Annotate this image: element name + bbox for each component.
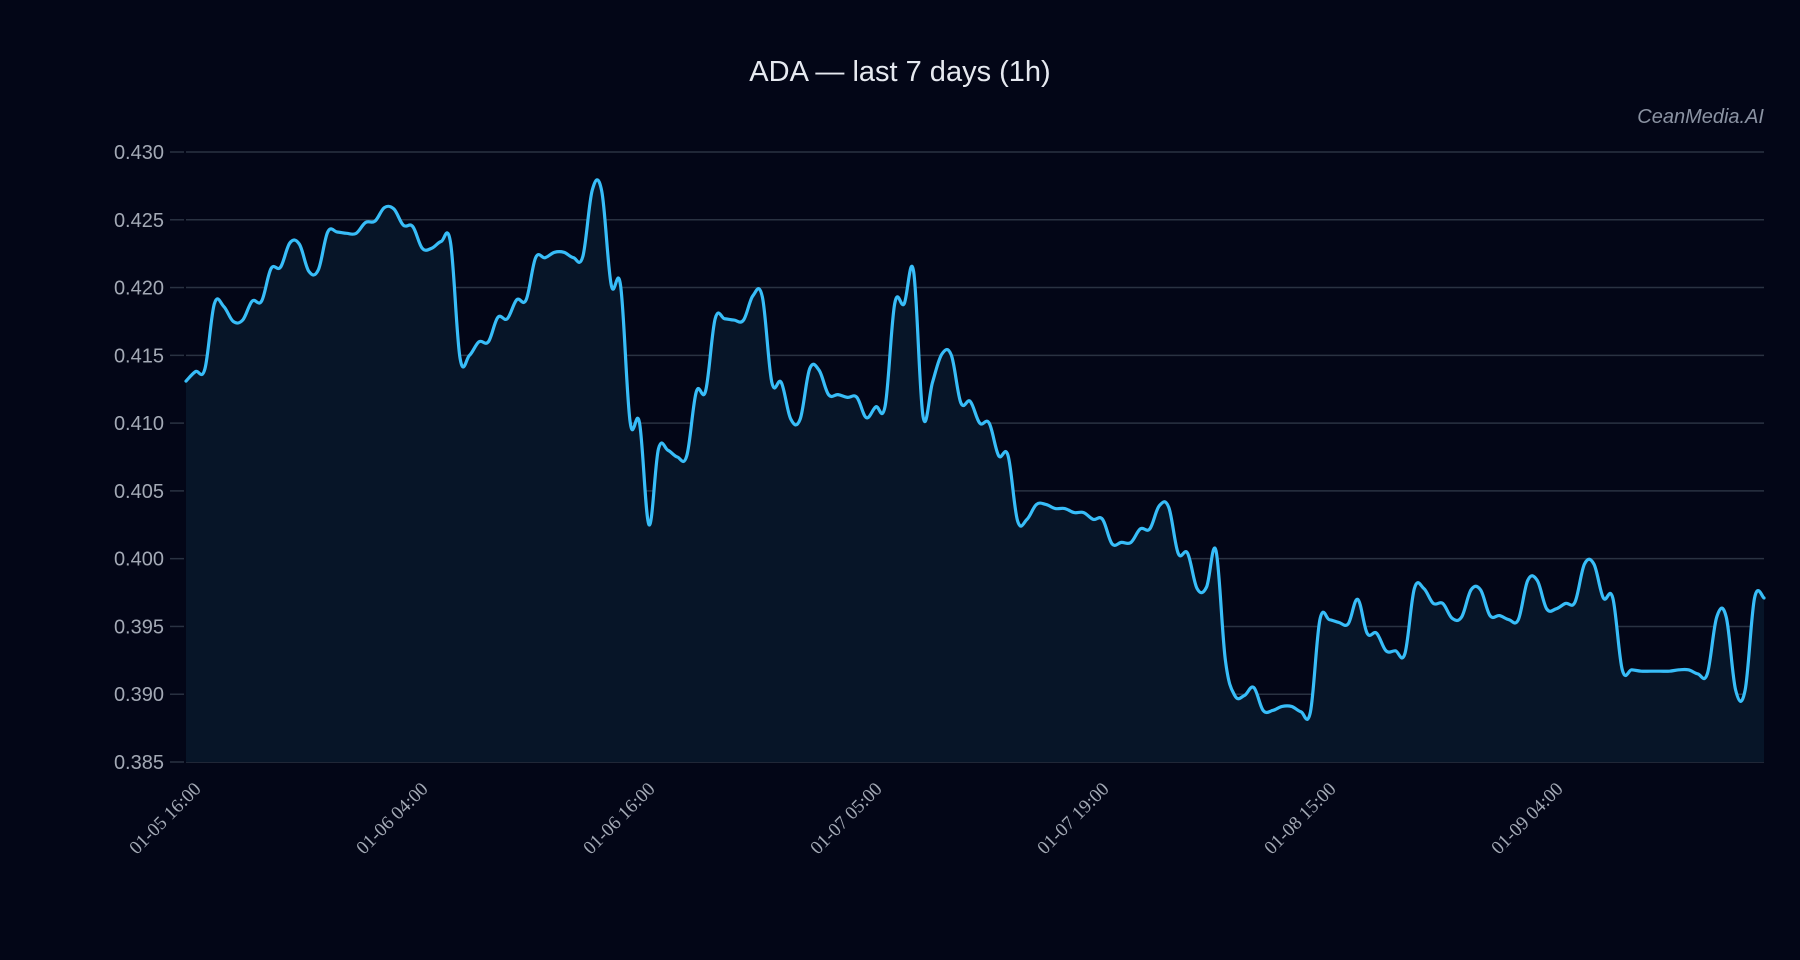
x-tick-label: 01-05 16:00 <box>125 779 205 859</box>
y-tick-label: 0.390 <box>114 684 164 706</box>
chart-title: ADA — last 7 days (1h) <box>749 56 1051 88</box>
y-tick-label: 0.410 <box>114 413 164 435</box>
x-tick-label: 01-06 16:00 <box>579 779 659 859</box>
y-tick-label: 0.405 <box>114 481 164 503</box>
x-tick-label: 01-07 19:00 <box>1033 779 1113 859</box>
y-tick-label: 0.415 <box>114 345 164 367</box>
x-tick-label: 01-09 04:00 <box>1487 779 1567 859</box>
y-tick-label: 0.420 <box>114 278 164 300</box>
y-axis: 0.385 0.390 0.395 0.400 0.405 0.410 0.415 0.420… <box>114 142 184 774</box>
y-tick-label: 0.395 <box>114 616 164 638</box>
x-axis: 01-05 16:00 01-06 04:00 01-06 16:00 01-07 0… <box>125 779 1567 859</box>
area-fill <box>186 179 1764 763</box>
x-tick-label: 01-08 15:00 <box>1260 779 1340 859</box>
y-tick-label: 0.400 <box>114 549 164 571</box>
x-tick-label: 01-07 05:00 <box>806 779 886 859</box>
y-tick-label: 0.385 <box>114 752 164 774</box>
x-tick-label: 01-06 04:00 <box>352 779 432 859</box>
watermark: CeanMedia.AI <box>1637 106 1764 128</box>
price-line <box>184 178 1766 721</box>
y-tick-label: 0.425 <box>114 210 164 232</box>
y-tick-label: 0.430 <box>114 142 164 164</box>
